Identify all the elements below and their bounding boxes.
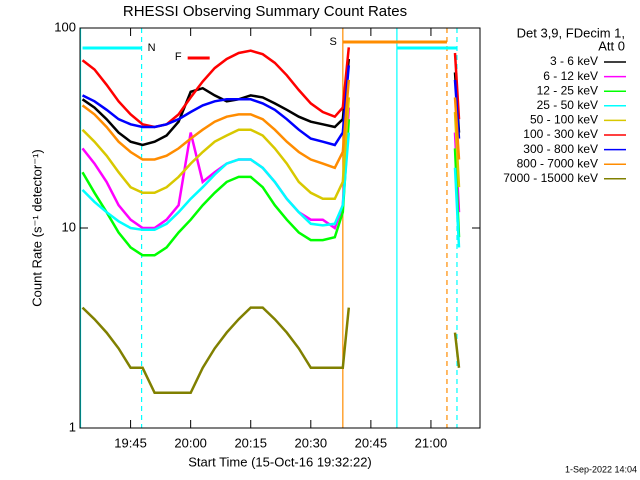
footer: 1-Sep-2022 14:04 (565, 464, 637, 474)
series-line (81, 132, 461, 248)
legend-label: 25 - 50 keV (537, 98, 598, 112)
y-tick-label: 10 (62, 219, 76, 234)
series-line (81, 65, 461, 147)
legend-label: 300 - 800 keV (523, 142, 598, 156)
series-line (81, 306, 461, 395)
chart-title: RHESSI Observing Summary Count Rates (123, 3, 407, 20)
x-tick-label: 20:30 (295, 435, 328, 450)
series-line (81, 97, 461, 201)
legend-label: 12 - 25 keV (537, 83, 598, 97)
flag-label: N (148, 42, 156, 54)
x-tick-label: 20:45 (355, 435, 388, 450)
legend-label: 6 - 12 keV (543, 69, 598, 83)
legend-label: 3 - 6 keV (550, 54, 598, 68)
x-tick-label: 19:45 (114, 435, 147, 450)
y-tick-label: 1 (69, 419, 76, 434)
flag-label: F (175, 51, 182, 63)
legend-title: Det 3,9, FDecim 1, (517, 25, 625, 40)
x-axis-label: Start Time (15-Oct-16 19:32:22) (188, 454, 372, 469)
x-tick-label: 21:00 (415, 435, 448, 450)
legend-title: Att 0 (598, 38, 625, 53)
x-tick-label: 20:15 (234, 435, 267, 450)
legend-label: 800 - 7000 keV (517, 156, 598, 170)
y-tick-label: 100 (54, 19, 76, 34)
x-tick-label: 20:00 (174, 435, 207, 450)
legend-label: 100 - 300 keV (523, 127, 598, 141)
series-line (81, 79, 461, 170)
y-axis-label: Count Rate (s⁻¹ detector⁻¹) (29, 149, 44, 307)
series-line (81, 47, 461, 129)
series-line (81, 58, 461, 147)
legend-label: 7000 - 15000 keV (503, 171, 598, 185)
legend-label: 50 - 100 keV (530, 113, 598, 127)
flag-label: S (329, 36, 336, 48)
series-line (81, 119, 461, 257)
